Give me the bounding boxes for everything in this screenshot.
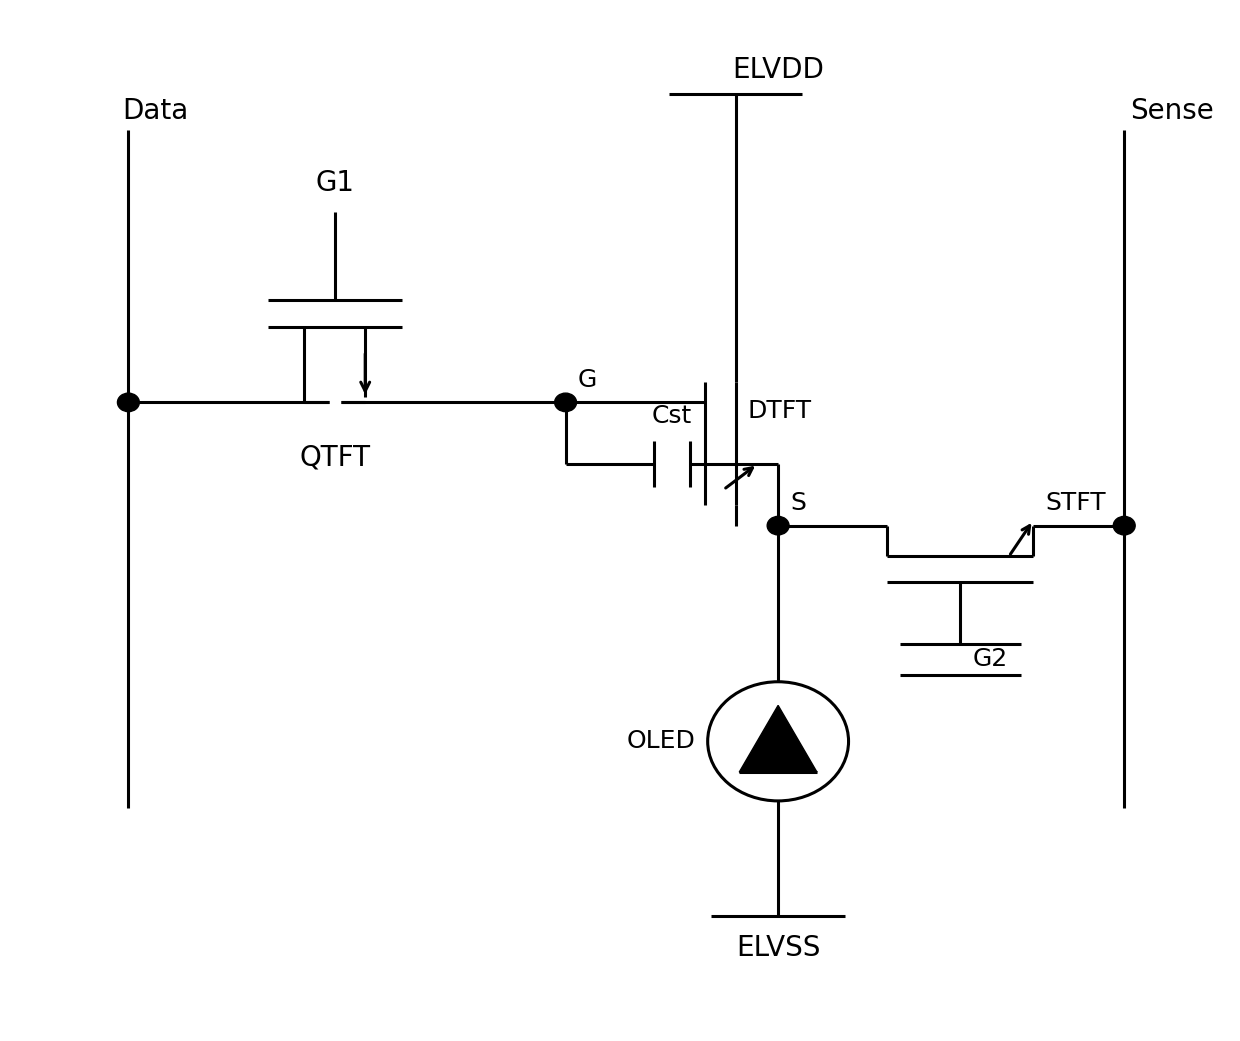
Text: G2: G2 <box>972 648 1008 671</box>
Circle shape <box>554 393 577 411</box>
Text: Cst: Cst <box>652 404 692 428</box>
Text: STFT: STFT <box>1045 491 1106 515</box>
Text: G1: G1 <box>315 169 355 197</box>
Circle shape <box>118 393 139 411</box>
Text: S: S <box>790 491 806 515</box>
Text: QTFT: QTFT <box>299 443 371 472</box>
Text: OLED: OLED <box>626 730 696 754</box>
Polygon shape <box>739 706 817 772</box>
Text: DTFT: DTFT <box>748 399 812 423</box>
Text: ELVDD: ELVDD <box>732 56 825 84</box>
Circle shape <box>768 516 789 535</box>
Text: Sense: Sense <box>1131 97 1214 125</box>
Text: ELVSS: ELVSS <box>735 934 821 962</box>
Text: G: G <box>578 369 596 392</box>
Circle shape <box>1114 516 1135 535</box>
Text: Data: Data <box>123 97 188 125</box>
